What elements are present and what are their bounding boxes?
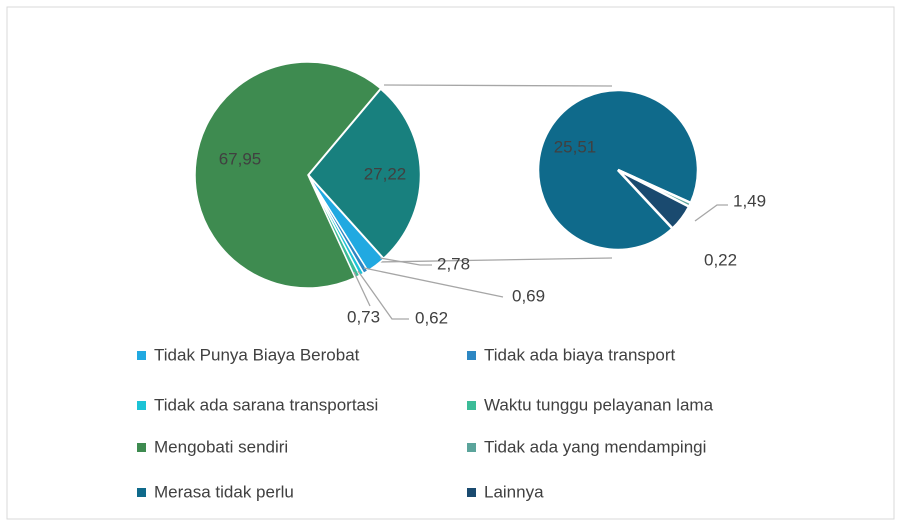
data-label: 67,95 <box>219 149 262 168</box>
leader-line <box>363 267 504 298</box>
leader-line <box>353 271 371 307</box>
data-label: 0,22 <box>704 250 737 269</box>
leader-line <box>379 257 432 266</box>
connector-line <box>383 84 613 87</box>
legend-swatch <box>467 351 476 360</box>
legend-swatch <box>137 488 146 497</box>
legend-label: Tidak Punya Biaya Berobat <box>154 345 360 364</box>
legend-swatch <box>467 401 476 410</box>
data-label: 0,69 <box>512 286 545 305</box>
data-label: 25,51 <box>554 137 597 156</box>
pie-slice <box>194 61 382 289</box>
leader-line <box>357 270 409 320</box>
data-label: 1,49 <box>733 191 766 210</box>
legend-swatch <box>137 401 146 410</box>
legend-swatch <box>137 351 146 360</box>
pie-slice <box>306 86 423 261</box>
data-label: 0,62 <box>415 308 448 327</box>
pie-slice <box>617 168 691 231</box>
data-label: 2,78 <box>437 254 470 273</box>
legend-label: Waktu tunggu pelayanan lama <box>484 395 714 414</box>
leader-line <box>694 204 728 222</box>
legend-swatch <box>467 443 476 452</box>
chart-border <box>6 6 895 520</box>
data-label: 0,73 <box>347 307 380 326</box>
connector-line <box>375 257 613 263</box>
data-label: 27,22 <box>364 164 407 183</box>
legend-label: Tidak ada yang mendampingi <box>484 437 706 456</box>
legend-label: Lainnya <box>484 482 544 501</box>
legend-label: Mengobati sendiri <box>154 437 288 456</box>
legend-label: Merasa tidak perlu <box>154 482 294 501</box>
legend-swatch <box>467 488 476 497</box>
legend-label: Tidak ada biaya transport <box>484 345 675 364</box>
legend-swatch <box>137 443 146 452</box>
legend-label: Tidak ada sarana transportasi <box>154 395 378 414</box>
